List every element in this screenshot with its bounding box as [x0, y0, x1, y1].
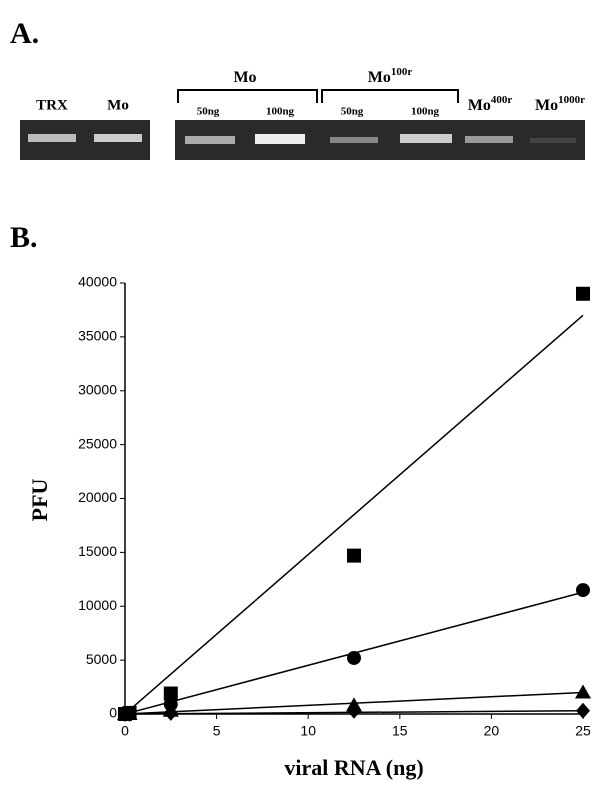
marker-triangle: [575, 684, 591, 699]
x-tick-label: 20: [484, 723, 500, 739]
marker-diamond: [347, 702, 361, 719]
y-tick-label: 0: [109, 705, 117, 721]
x-tick-label: 25: [575, 723, 591, 739]
group-label: Mo100r: [368, 66, 413, 86]
gel: [175, 120, 585, 160]
group-label: Mo: [233, 69, 256, 86]
lane-sup: 400r: [491, 94, 513, 106]
x-tick-label: 15: [392, 723, 408, 739]
group-base: Mo: [368, 69, 391, 86]
x-tick-label: 0: [121, 723, 129, 739]
fit-line: [124, 314, 584, 715]
group-sup: 100r: [391, 66, 413, 78]
lane-base: Mo: [468, 97, 491, 114]
band: [94, 134, 142, 142]
band: [530, 138, 576, 143]
y-tick-label: 10000: [78, 597, 117, 613]
y-tick-label: 40000: [78, 274, 117, 290]
lane-label: 50ng: [341, 106, 364, 118]
lane-label: 100ng: [266, 106, 295, 118]
lane-label: TRX: [36, 97, 68, 113]
marker-circle: [576, 583, 590, 598]
lane-label: Mo400r: [468, 94, 513, 114]
lane-label: Mo1000r: [535, 94, 585, 114]
band: [330, 137, 378, 143]
band: [400, 134, 452, 143]
band: [255, 134, 305, 144]
y-axis-label: PFU: [27, 479, 52, 522]
marker-square: [163, 686, 178, 701]
x-tick-label: 5: [213, 723, 221, 739]
lane-label: 100ng: [411, 106, 440, 118]
band: [465, 136, 513, 143]
lane-label: Mo: [107, 97, 129, 113]
marker-diamond: [576, 702, 590, 719]
bracket: [177, 89, 459, 103]
y-tick-label: 5000: [86, 651, 117, 667]
y-tick-label: 20000: [78, 489, 117, 505]
panel-label: A.: [10, 17, 39, 50]
y-tick-label: 30000: [78, 381, 117, 397]
lane-label: 50ng: [197, 106, 220, 118]
x-tick-label: 10: [300, 723, 316, 739]
band: [185, 136, 235, 144]
lane-base: Mo: [535, 97, 558, 114]
marker-circle: [347, 650, 361, 665]
marker-diamond: [163, 704, 178, 721]
band: [28, 134, 76, 142]
marker-diamond: [122, 705, 137, 722]
y-tick-label: 15000: [78, 543, 117, 559]
lane-sup: 1000r: [558, 94, 585, 106]
marker-square: [576, 286, 590, 301]
marker-square: [347, 548, 361, 563]
y-tick-label: 25000: [78, 435, 117, 451]
x-axis-label: viral RNA (ng): [284, 755, 423, 780]
group-base: Mo: [233, 69, 256, 86]
panel-label: B.: [10, 221, 38, 254]
y-tick-label: 35000: [78, 328, 117, 344]
